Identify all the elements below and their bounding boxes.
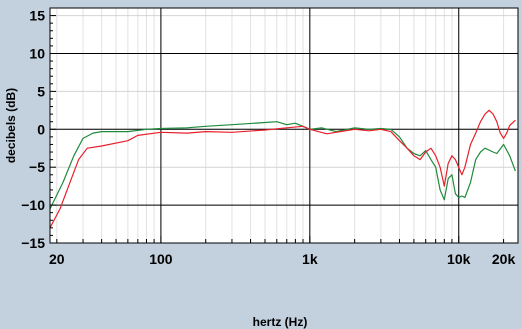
y-tick-label: 15 xyxy=(29,8,45,24)
x-tick-label: 20k xyxy=(492,251,516,267)
y-tick-label: −5 xyxy=(29,159,45,175)
y-tick-label: 0 xyxy=(37,121,45,137)
y-tick-label: 5 xyxy=(37,83,45,99)
y-tick-label: 10 xyxy=(29,45,45,61)
x-tick-label: 1k xyxy=(302,251,318,267)
y-tick-label: −10 xyxy=(21,197,45,213)
x-tick-label: 10k xyxy=(447,251,471,267)
tick-labels: −15 −10 −5 0 5 10 15 20 100 1k 10k 20k xyxy=(21,8,515,267)
x-axis-title: hertz (Hz) xyxy=(253,315,308,329)
series-line-green xyxy=(49,121,516,210)
plot-border xyxy=(49,7,519,244)
major-gridlines xyxy=(50,8,518,243)
x-tick-label: 20 xyxy=(49,251,65,267)
ticks-layer xyxy=(50,15,505,244)
plot-area xyxy=(50,8,518,243)
series-layer xyxy=(49,109,516,229)
y-tick-label: −15 xyxy=(21,235,45,251)
series-line-red xyxy=(49,109,516,229)
y-axis-title: decibels (dB) xyxy=(4,88,18,163)
x-tick-label: 100 xyxy=(149,251,173,267)
